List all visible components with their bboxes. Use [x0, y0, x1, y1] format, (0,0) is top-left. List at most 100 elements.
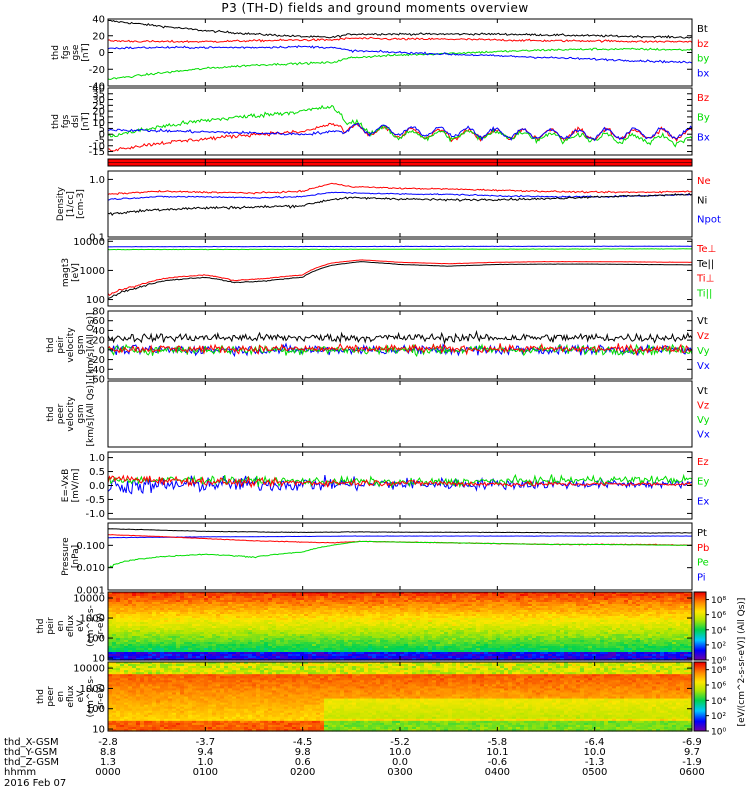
fgs_dsl-ytick-label: -5 — [95, 135, 105, 146]
pressure-ylabel: Pressure [nPa] — [61, 537, 81, 576]
pressure-series — [107, 528, 693, 569]
temperature-legend-Ti⊥: Ti⊥ — [696, 274, 714, 285]
efield-ytick-label: -0.5 — [85, 495, 105, 506]
xaxis-value: -6.4 — [585, 737, 605, 748]
temperature-line-Ti|| — [107, 248, 692, 251]
peer_spec-heatmap — [108, 662, 693, 732]
temperature-line-Ti⊥ — [107, 245, 692, 248]
peir_velocity-ytick-label: 20 — [92, 336, 105, 347]
temperature-ytick-label: 100 — [86, 295, 105, 306]
efield-ylabel: E=-VxB [mV/m] — [61, 469, 81, 503]
fgs_dsl-ytick-label: -10 — [89, 141, 105, 152]
xaxis-value: 8.8 — [100, 747, 116, 758]
peer_spec-ylabel: thd peer en eflux eV (cm^2-s-sr-eV) — [36, 676, 106, 718]
peir_velocity-ytick-label: 80 — [92, 307, 105, 318]
xaxis-value: 10.0 — [584, 747, 606, 758]
temperature-series — [107, 245, 692, 300]
fgs_gse-line-bx — [107, 45, 693, 64]
peir_spec-ylabel: thd peir en eflux eV (cm^2-s-sr-eV) — [36, 605, 106, 647]
peir_spec-ytick-label: 100 — [86, 634, 105, 645]
peer-colorbar — [693, 661, 709, 732]
efield-ytick-label: 0.0 — [89, 481, 105, 492]
fgs_gse-legend-bx: bx — [697, 68, 709, 79]
xaxis-value: 0100 — [193, 767, 218, 778]
xaxis-row-label: thd_Z-GSM — [4, 757, 59, 768]
xaxis-value: -1.3 — [585, 757, 605, 768]
xaxis-value: -6.9 — [682, 737, 702, 748]
xaxis-value: 10.0 — [389, 747, 411, 758]
fgs_dsl-ytick-label: 10 — [92, 118, 105, 129]
fgs_gse-ytick-label: 0 — [99, 48, 105, 59]
fgs_dsl-legend-Bz: Bz — [697, 93, 709, 104]
fgs_gse-ytick-label: -20 — [89, 65, 105, 76]
xaxis-value: 0.6 — [295, 757, 311, 768]
colorbar-title: [eV/(cm^2-s-sr-eV)] (All Qs)] — [737, 598, 747, 727]
efield-line-Ey — [107, 473, 693, 489]
fgs_dsl-legend-Bx: Bx — [697, 132, 710, 143]
peer-colorbar-tick: 10² — [711, 712, 726, 722]
fgs_gse-ytick-label: -40 — [89, 82, 105, 93]
peir_velocity-ytick-label: 0 — [99, 345, 105, 356]
density-line-Ne — [107, 182, 693, 196]
pressure-ytick-label: 0.100 — [76, 541, 105, 552]
density-series — [107, 182, 693, 216]
peer-colorbar-tick: 10⁴ — [711, 697, 726, 707]
efield-legend-Ex: Ex — [697, 496, 709, 507]
density-frame — [107, 170, 693, 238]
fgs_dsl-ytick-label: 15 — [92, 112, 105, 123]
peir_velocity-legend-Vz: Vz — [697, 331, 709, 342]
efield-ytick-label: -1.0 — [85, 509, 105, 520]
density-line-Npot — [107, 191, 693, 201]
efield-line-Ez — [107, 474, 693, 489]
fgs_dsl-series — [107, 104, 693, 152]
xaxis-value: 0500 — [582, 767, 607, 778]
frames-layer — [107, 18, 709, 732]
temperature-ytick-label: 10000 — [73, 237, 105, 248]
pressure-ytick-label: 0.001 — [76, 586, 105, 597]
xaxis-value: 0200 — [290, 767, 315, 778]
footer-layer: thd_X-GSM -2.8 -3.7 -4.5 -5.2 -5.8 -6.4 -6.9 thd… — [4, 737, 705, 789]
fgs_dsl-ytick-label: 40 — [92, 84, 105, 95]
peir_spec-heatmap — [108, 592, 693, 661]
peir_velocity-ytick-label: -40 — [89, 365, 105, 376]
pressure-line-Pe — [107, 540, 693, 569]
peer-colorbar-tick: 10⁸ — [711, 666, 726, 676]
xaxis-value: 1.3 — [100, 757, 116, 768]
fgs_dsl-ytick-label: -15 — [89, 147, 105, 158]
peir_velocity-ytick-label: -60 — [89, 375, 105, 386]
efield-ytick-label: 0.5 — [89, 467, 105, 478]
peir-colorbar-tick: 10⁰ — [711, 657, 726, 667]
pressure-legend-Pt: Pt — [697, 528, 707, 539]
peer-colorbar-tick: 10⁶ — [711, 682, 726, 692]
pressure-line-Pt — [107, 528, 693, 534]
peer_velocity-frame — [107, 380, 693, 448]
peer_spec-ytick-label: 1000 — [80, 684, 105, 695]
chart-title: P3 (TH-D) fields and ground moments over… — [221, 1, 529, 15]
xaxis-value: -5.2 — [390, 737, 410, 748]
fgs_dsl-ytick-label: 30 — [92, 95, 105, 106]
density-ytick-label: 0.1 — [89, 233, 105, 244]
efield-series — [107, 473, 693, 495]
temperature-ytick-label: 1000 — [80, 266, 105, 277]
peer_velocity-legend-Vt: Vt — [697, 386, 708, 397]
density-ytick-label: 1.0 — [89, 175, 105, 186]
fgs_gse-ylabel: thd fgs gse [nT] — [51, 43, 91, 61]
peir-colorbar-tick: 10⁶ — [711, 611, 726, 621]
temperature-ylabel: magt3 [eV] — [61, 258, 81, 287]
xaxis-value: 0000 — [95, 767, 120, 778]
peir_spec-ytick-label: 10000 — [73, 594, 105, 605]
xaxis-value: 9.7 — [684, 747, 700, 758]
peir_velocity-legend-Vy: Vy — [697, 346, 710, 357]
fgs_gse-legend-bz: bz — [697, 39, 709, 50]
pressure-legend-Pe: Pe — [697, 558, 709, 569]
fgs_dsl-legend-By: By — [697, 113, 710, 124]
peir_velocity-line-Vz — [107, 342, 693, 357]
xaxis-value: 9.8 — [295, 747, 311, 758]
xaxis-value: 1.0 — [197, 757, 213, 768]
fgs_dsl-line-Bx — [107, 122, 693, 142]
pressure-ytick-label: 0.010 — [76, 563, 105, 574]
peir_velocity-ytick-label: -20 — [89, 355, 105, 366]
fgs_gse-legend-Bt: Bt — [697, 24, 708, 35]
